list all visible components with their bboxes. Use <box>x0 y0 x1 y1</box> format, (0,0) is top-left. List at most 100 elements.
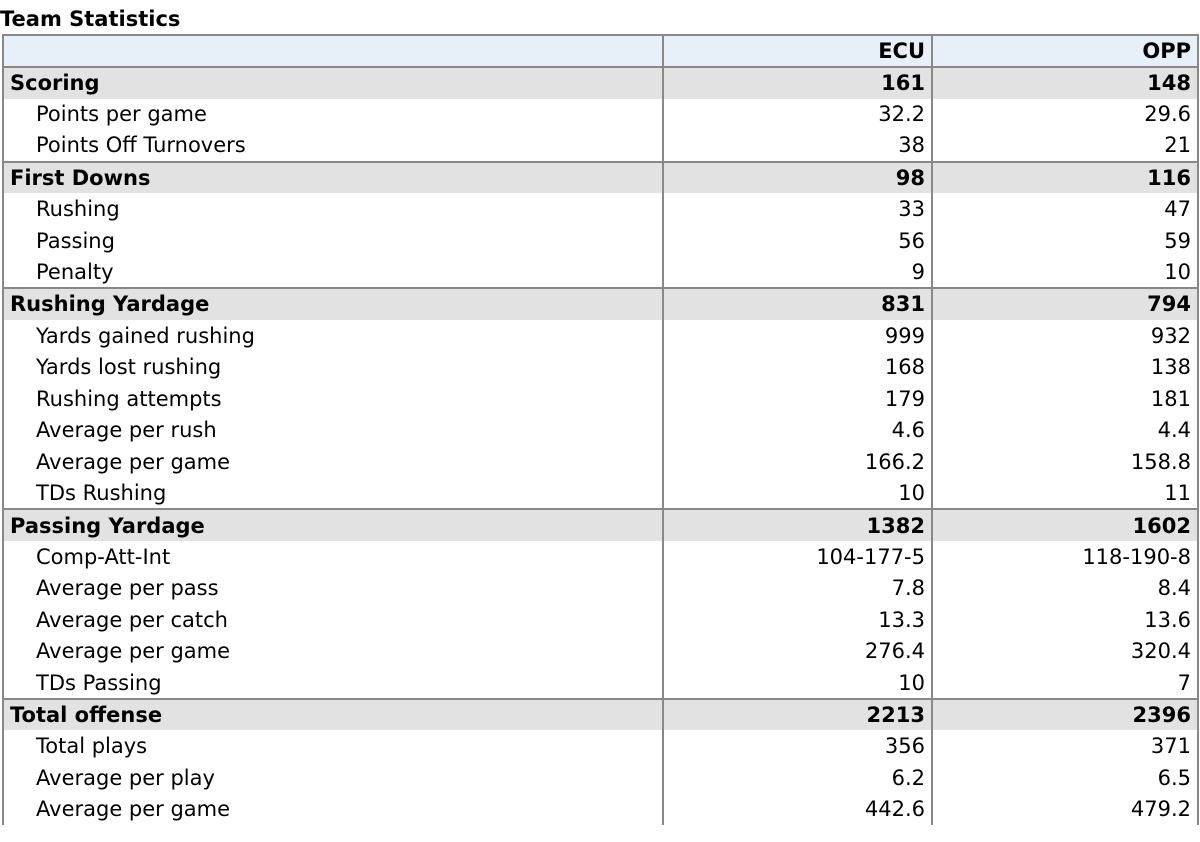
opp-value: 7 <box>931 667 1199 699</box>
section-ecu-value: 831 <box>662 287 932 320</box>
stat-label: Penalty <box>2 256 663 289</box>
opp-value: 11 <box>931 477 1199 510</box>
table-row: Points Off Turnovers 38 21 <box>2 130 1199 162</box>
opp-value: 181 <box>931 382 1199 415</box>
ecu-value: 442.6 <box>662 793 932 826</box>
ecu-value: 7.8 <box>662 572 932 605</box>
ecu-value: 38 <box>662 130 932 162</box>
ecu-value: 179 <box>662 382 932 415</box>
table-row: Total plays 356 371 <box>2 730 1199 763</box>
ecu-value: 104-177-5 <box>662 540 932 573</box>
stat-label: Total plays <box>2 730 663 763</box>
section-ecu-value: 98 <box>662 160 932 194</box>
ecu-value: 6.2 <box>662 762 932 794</box>
column-header-ecu: ECU <box>662 34 933 68</box>
section-row: Passing Yardage 1382 1602 <box>2 508 1199 541</box>
table-row: Points per game 32.2 29.6 <box>2 98 1199 131</box>
table-row: Yards gained rushing 999 932 <box>2 319 1199 352</box>
table-header-row: ECU OPP <box>2 34 1199 68</box>
stat-label: Points Off Turnovers <box>2 130 663 162</box>
stat-label: Yards gained rushing <box>2 319 663 352</box>
ecu-value: 33 <box>662 193 932 225</box>
ecu-value: 166.2 <box>662 446 932 478</box>
section-opp-value: 1602 <box>931 508 1199 541</box>
stat-label: Average per pass <box>2 572 663 605</box>
opp-value: 6.5 <box>931 762 1199 794</box>
opp-value: 118-190-8 <box>931 540 1199 573</box>
section-label: Total offense <box>2 697 663 731</box>
section-row: First Downs 98 116 <box>2 160 1199 194</box>
table-row: Average per pass 7.8 8.4 <box>2 572 1199 605</box>
opp-value: 371 <box>931 730 1199 763</box>
table-row: Comp-Att-Int 104-177-5 118-190-8 <box>2 540 1199 573</box>
table-row: TDs Rushing 10 11 <box>2 477 1199 510</box>
opp-value: 8.4 <box>931 572 1199 605</box>
ecu-value: 13.3 <box>662 604 932 636</box>
table-row: TDs Passing 10 7 <box>2 667 1199 699</box>
stat-label: Average per play <box>2 762 663 794</box>
stat-label: Yards lost rushing <box>2 351 663 383</box>
section-label: Scoring <box>2 66 663 99</box>
section-label: First Downs <box>2 160 663 194</box>
ecu-value: 10 <box>662 477 932 510</box>
section-ecu-value: 2213 <box>662 697 932 731</box>
opp-value: 138 <box>931 351 1199 383</box>
stat-label: Passing <box>2 224 663 257</box>
section-row: Scoring 161 148 <box>2 66 1199 99</box>
table-row: Penalty 9 10 <box>2 256 1199 289</box>
section-ecu-value: 161 <box>662 66 932 99</box>
table-row: Average per game 442.6 479.2 <box>2 793 1199 826</box>
table-row: Yards lost rushing 168 138 <box>2 351 1199 383</box>
ecu-value: 999 <box>662 319 932 352</box>
ecu-value: 168 <box>662 351 932 383</box>
stat-label: Comp-Att-Int <box>2 540 663 573</box>
stat-label: Average per rush <box>2 414 663 447</box>
stat-label: Average per game <box>2 635 663 668</box>
opp-value: 320.4 <box>931 635 1199 668</box>
column-header-category <box>2 34 664 68</box>
table-row: Passing 56 59 <box>2 224 1199 257</box>
page-title: Team Statistics <box>0 7 181 31</box>
ecu-value: 276.4 <box>662 635 932 668</box>
section-ecu-value: 1382 <box>662 508 932 541</box>
section-label: Rushing Yardage <box>2 287 663 320</box>
table-row: Average per game 166.2 158.8 <box>2 446 1199 478</box>
opp-value: 13.6 <box>931 604 1199 636</box>
opp-value: 47 <box>931 193 1199 225</box>
section-opp-value: 2396 <box>931 697 1199 731</box>
opp-value: 21 <box>931 130 1199 162</box>
section-opp-value: 148 <box>931 66 1199 99</box>
stat-label: Points per game <box>2 98 663 131</box>
ecu-value: 4.6 <box>662 414 932 447</box>
opp-value: 59 <box>931 224 1199 257</box>
section-opp-value: 794 <box>931 287 1199 320</box>
opp-value: 29.6 <box>931 98 1199 131</box>
ecu-value: 10 <box>662 667 932 699</box>
table-row: Rushing attempts 179 181 <box>2 382 1199 415</box>
stat-label: Rushing attempts <box>2 382 663 415</box>
stat-label: Rushing <box>2 193 663 225</box>
table-row: Average per catch 13.3 13.6 <box>2 604 1199 636</box>
opp-value: 932 <box>931 319 1199 352</box>
table-row: Average per rush 4.6 4.4 <box>2 414 1199 447</box>
stat-label: Average per game <box>2 446 663 478</box>
ecu-value: 356 <box>662 730 932 763</box>
section-opp-value: 116 <box>931 160 1199 194</box>
table-row: Average per play 6.2 6.5 <box>2 762 1199 794</box>
section-row: Rushing Yardage 831 794 <box>2 287 1199 320</box>
table-row: Average per game 276.4 320.4 <box>2 635 1199 668</box>
opp-value: 158.8 <box>931 446 1199 478</box>
team-statistics-table: ECU OPP Scoring 161 148 Points per game 32.2… <box>2 34 1199 826</box>
opp-value: 479.2 <box>931 793 1199 826</box>
table-row: Rushing 33 47 <box>2 193 1199 225</box>
column-header-opp: OPP <box>931 34 1199 68</box>
ecu-value: 9 <box>662 256 932 289</box>
stat-label: TDs Rushing <box>2 477 663 510</box>
section-label: Passing Yardage <box>2 508 663 541</box>
table-body: Scoring 161 148 Points per game 32.2 29.6 Poin… <box>2 66 1199 826</box>
stat-label: Average per catch <box>2 604 663 636</box>
ecu-value: 56 <box>662 224 932 257</box>
section-row: Total offense 2213 2396 <box>2 697 1199 731</box>
opp-value: 4.4 <box>931 414 1199 447</box>
stat-label: Average per game <box>2 793 663 826</box>
